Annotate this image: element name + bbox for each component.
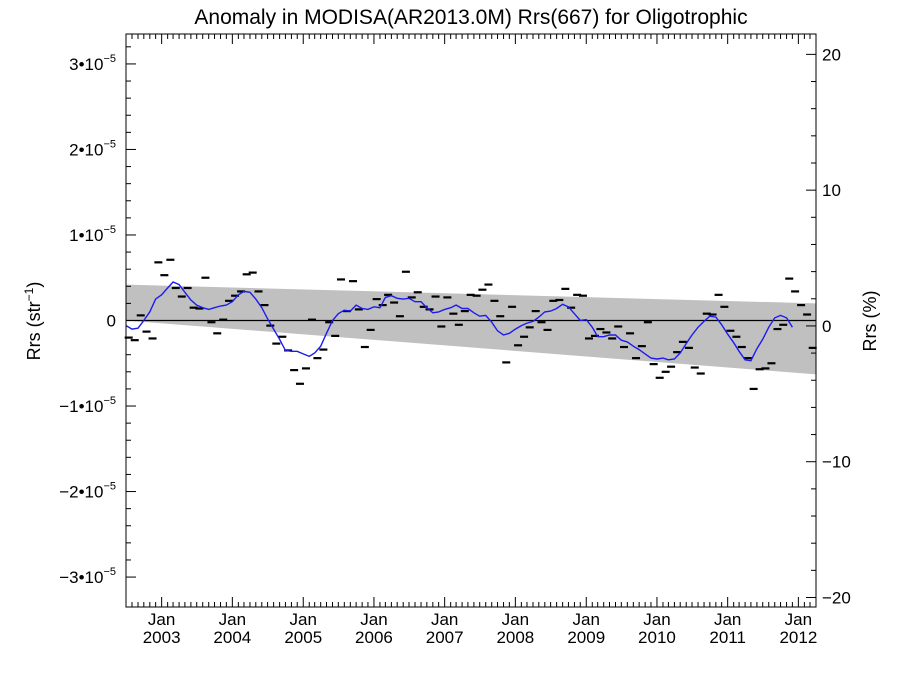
x-tick-label-year: 2005: [284, 628, 322, 647]
y-tick-label-left: 0: [107, 312, 116, 331]
smoothed-line-layer: [125, 281, 793, 362]
x-tick-label-month: Jan: [573, 610, 600, 629]
x-tick-label-year: 2003: [143, 628, 181, 647]
x-tick-label-year: 2012: [779, 628, 817, 647]
x-tick-label-month: Jan: [643, 610, 670, 629]
y-tick-label-right: 10: [822, 181, 841, 200]
x-tick-label-year: 2008: [496, 628, 534, 647]
smoothed-anomaly-line: [125, 281, 793, 362]
x-tick-label-year: 2011: [709, 628, 746, 647]
x-tick-label-year: 2009: [567, 628, 605, 647]
x-tick-label-month: Jan: [219, 610, 246, 629]
x-tick-label-month: Jan: [290, 610, 317, 629]
anomaly-markers-layer: [124, 258, 817, 391]
x-tick-label-month: Jan: [431, 610, 458, 629]
axes-layer: 3•10−5 2•10−5 1•10−5 0 −1•10−5 −2•10−5 −3•10−5…: [59, 34, 851, 647]
x-tick-label-year: 2006: [355, 628, 393, 647]
y-tick-label-left: −3•10−5: [59, 566, 116, 587]
y-tick-label-left: 3•10−5: [69, 53, 116, 74]
x-tick-label-month: Jan: [714, 610, 741, 629]
chart-title: Anomaly in MODISA(AR2013.0M) Rrs(667) fo…: [194, 6, 747, 29]
x-tick-label-month: Jan: [148, 610, 175, 629]
x-tick-label-year: 2004: [213, 628, 251, 647]
x-tick-label-month: Jan: [785, 610, 812, 629]
y-tick-label-left: −1•10−5: [59, 395, 116, 416]
y-tick-label-left: 2•10−5: [69, 138, 116, 159]
y-tick-label-right: 20: [822, 45, 841, 64]
y-tick-label-left: 1•10−5: [69, 224, 116, 245]
x-tick-label-year: 2007: [426, 628, 464, 647]
y-tick-label-right: −20: [822, 588, 851, 607]
y-tick-label-left: −2•10−5: [59, 481, 116, 502]
y-tick-label-right: 0: [822, 317, 831, 336]
y-axis-label-right: Rrs (%): [860, 291, 880, 352]
x-tick-label-year: 2010: [638, 628, 676, 647]
x-tick-label-month: Jan: [502, 610, 529, 629]
y-tick-label-right: −10: [822, 453, 851, 472]
x-tick-label-month: Jan: [360, 610, 387, 629]
y-axis-label-left: Rrs (str−1): [22, 282, 44, 361]
